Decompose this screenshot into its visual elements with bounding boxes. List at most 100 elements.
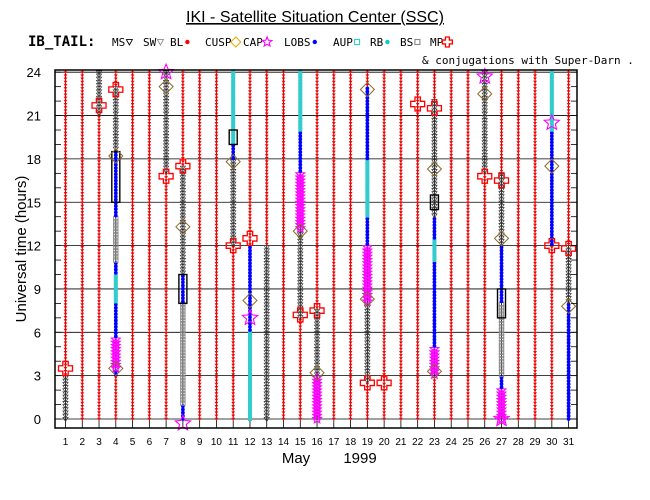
lobs-point xyxy=(566,401,571,406)
bl-point xyxy=(449,281,454,285)
bl-point xyxy=(399,350,403,354)
bl-point xyxy=(331,118,336,122)
bl-point xyxy=(399,80,403,84)
aup-point xyxy=(231,83,236,88)
bl-point xyxy=(466,83,470,87)
bl-point xyxy=(214,398,219,402)
bl-point xyxy=(130,214,135,218)
ms-point xyxy=(431,153,438,159)
aup-point xyxy=(549,76,554,81)
lobs-point xyxy=(365,140,370,145)
bl-point xyxy=(147,382,152,386)
bl-point xyxy=(516,122,521,126)
bl-point xyxy=(281,191,286,195)
ms-point xyxy=(431,118,438,124)
bl-point xyxy=(315,268,319,272)
bl-point xyxy=(197,274,202,278)
bl-point xyxy=(248,80,252,84)
bl-point xyxy=(281,106,286,110)
bl-point xyxy=(147,93,152,97)
bl-point xyxy=(130,335,135,339)
lobs-point xyxy=(549,188,554,193)
bl-point xyxy=(482,389,487,393)
bl-point xyxy=(281,385,286,389)
bl-point xyxy=(331,99,336,103)
bl-point xyxy=(147,217,152,221)
bl-point xyxy=(331,277,336,281)
bs-point xyxy=(498,311,505,317)
bl-point xyxy=(482,201,487,205)
bl-point xyxy=(281,404,286,408)
bl-point xyxy=(382,150,387,154)
bl-point xyxy=(533,230,537,234)
bl-point xyxy=(499,93,504,97)
lobs-point xyxy=(566,417,571,421)
bl-point xyxy=(63,214,68,218)
bl-point xyxy=(432,392,437,396)
bl-point xyxy=(197,87,202,91)
mp-crossing xyxy=(108,81,124,98)
bl-point xyxy=(516,125,521,129)
mp-crossing xyxy=(292,307,308,323)
lobs-point xyxy=(248,245,252,250)
bs-point xyxy=(180,390,186,397)
bl-point xyxy=(63,335,68,339)
bl-point xyxy=(147,325,152,329)
bl-point xyxy=(130,258,135,262)
lobs-point xyxy=(365,229,370,234)
bl-point xyxy=(197,188,202,192)
lobs-point xyxy=(566,410,571,415)
bl-point xyxy=(97,141,101,145)
bl-point xyxy=(231,303,236,307)
bl-point xyxy=(197,370,202,374)
bl-point xyxy=(466,274,470,278)
bl-point xyxy=(264,223,269,227)
bl-point xyxy=(382,166,387,170)
bs-point xyxy=(113,241,119,247)
ms-point xyxy=(162,102,170,108)
x-tick-label: 28 xyxy=(513,437,525,448)
bl-point xyxy=(164,261,169,265)
bl-point xyxy=(499,77,504,81)
bl-point xyxy=(214,134,219,138)
bl-point xyxy=(482,226,487,230)
cap-point xyxy=(110,333,122,345)
mp-crossing xyxy=(309,302,325,319)
lobs-point xyxy=(248,296,252,301)
bl-point xyxy=(566,176,571,180)
bl-point xyxy=(248,153,252,157)
bl-point xyxy=(415,309,420,313)
lobs-point xyxy=(180,296,185,301)
bl-point xyxy=(281,169,286,173)
bl-point xyxy=(399,347,403,351)
bs-point xyxy=(498,327,505,333)
bl-point xyxy=(399,122,403,126)
bl-point xyxy=(549,265,554,269)
bl-point xyxy=(331,80,336,84)
bl-point xyxy=(449,417,454,421)
ms-point xyxy=(498,223,505,229)
bl-point xyxy=(516,157,521,161)
aup-point xyxy=(365,159,370,164)
ms-point xyxy=(481,165,488,171)
bl-point xyxy=(382,106,387,110)
bl-point xyxy=(566,77,571,81)
bl-point xyxy=(147,360,152,364)
ms-point xyxy=(481,92,488,98)
bl-point xyxy=(449,328,454,332)
aup-point xyxy=(549,89,554,94)
bl-point xyxy=(415,296,420,300)
x-tick-label: 29 xyxy=(529,437,541,448)
bl-point xyxy=(399,93,403,97)
bl-point xyxy=(399,322,403,326)
bl-point xyxy=(197,115,202,119)
bl-point xyxy=(214,83,219,87)
bl-point xyxy=(449,128,454,132)
bl-point xyxy=(80,128,85,132)
bl-point xyxy=(97,404,101,408)
bl-point xyxy=(315,306,319,310)
ms-point xyxy=(364,350,371,356)
bl-point xyxy=(533,191,537,195)
bl-point xyxy=(466,293,470,297)
bl-point xyxy=(533,74,537,78)
